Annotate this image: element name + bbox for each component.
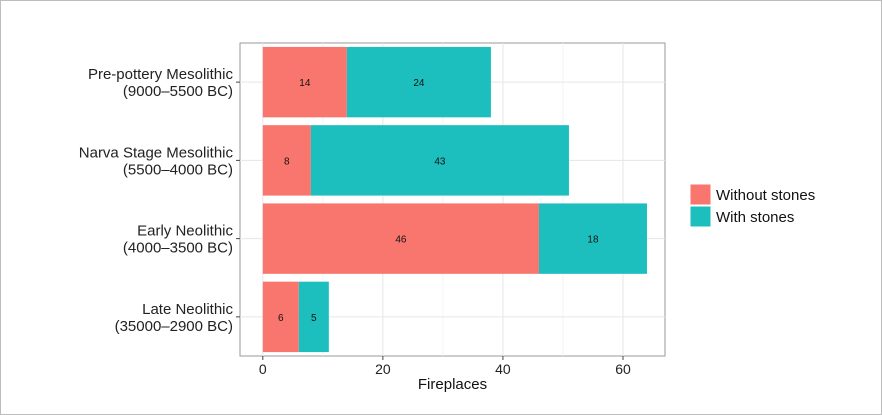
value-label-without-stones-2: 8: [284, 156, 290, 167]
category-label-line: (35000–2900 BC): [115, 318, 233, 335]
category-label-line: Narva Stage Mesolithic: [79, 144, 234, 161]
x-tick-label-60: 60: [615, 361, 631, 377]
category-label-line: Late Neolithic: [142, 301, 233, 318]
category-label-1: Pre-pottery Mesolithic (9000–5500 BC): [88, 66, 234, 100]
bar-with-stones-3: [538, 203, 647, 274]
bar-without-stones-3: [262, 203, 539, 274]
legend-key-without-stones: [689, 183, 712, 206]
x-axis: 0 20 40 60: [259, 356, 631, 377]
x-tick-label-20: 20: [375, 361, 391, 377]
legend-label-without-stones: Without stones: [716, 187, 815, 204]
x-tick-label-40: 40: [495, 361, 511, 377]
x-axis-title: Fireplaces: [418, 376, 487, 393]
legend: Without stones With stones: [689, 183, 815, 228]
category-label-line: Early Neolithic: [137, 223, 233, 240]
category-label-line: (5500–4000 BC): [123, 161, 233, 178]
bars: [262, 46, 647, 353]
legend-label-with-stones: With stones: [716, 209, 794, 226]
category-label-line: (4000–3500 BC): [123, 240, 233, 257]
bar-without-stones-2: [262, 125, 311, 196]
y-axis: Pre-pottery Mesolithic (9000–5500 BC) Narv…: [79, 66, 240, 335]
x-tick-label-0: 0: [259, 361, 267, 377]
bar-without-stones-1: [262, 46, 347, 118]
value-label-without-stones-3: 46: [395, 235, 407, 246]
category-label-2: Narva Stage Mesolithic (5500–4000 BC): [79, 144, 234, 178]
value-label-with-stones-4: 5: [311, 313, 317, 324]
bar-with-stones-1: [346, 46, 491, 118]
bar-with-stones-4: [298, 281, 329, 353]
value-label-with-stones-2: 43: [434, 156, 446, 167]
value-label-without-stones-1: 14: [299, 78, 311, 89]
value-label-with-stones-1: 24: [413, 78, 425, 89]
value-labels: 14 24 8 43 46 18 6 5: [278, 78, 599, 324]
value-label-with-stones-3: 18: [587, 235, 599, 246]
category-label-3: Early Neolithic (4000–3500 BC): [123, 223, 234, 257]
legend-key-with-stones: [689, 205, 712, 228]
category-label-line: Pre-pottery Mesolithic: [88, 66, 234, 83]
category-label-4: Late Neolithic (35000–2900 BC): [115, 301, 234, 335]
category-label-line: (9000–5500 BC): [123, 83, 233, 100]
bar-without-stones-4: [262, 281, 299, 353]
bar-with-stones-2: [310, 125, 569, 196]
value-label-without-stones-4: 6: [278, 313, 284, 324]
